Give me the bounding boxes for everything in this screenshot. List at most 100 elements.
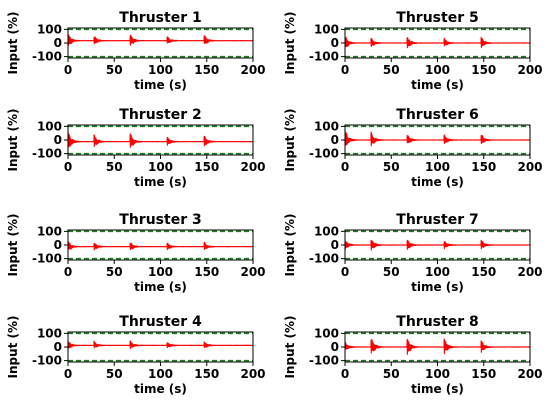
y-tick-label: 100: [37, 119, 62, 133]
x-tick-label: 150: [471, 367, 496, 381]
subplot-title: Thruster 2: [119, 107, 201, 123]
y-axis-label: Input (%): [283, 213, 297, 276]
x-tick-label: 100: [148, 63, 173, 77]
y-tick-label: -100: [32, 50, 62, 64]
y-tick-label: 100: [37, 22, 62, 36]
x-tick-label: 0: [64, 265, 72, 279]
subplot-title: Thruster 3: [119, 212, 201, 228]
x-tick-label: 0: [341, 367, 349, 381]
y-axis-label: Input (%): [6, 213, 20, 276]
y-tick-label: 100: [314, 22, 339, 36]
x-tick-label: 150: [471, 265, 496, 279]
x-tick-label: 200: [240, 265, 265, 279]
x-tick-label: 200: [517, 265, 542, 279]
x-tick-label: 200: [517, 367, 542, 381]
series-line: [67, 340, 254, 350]
y-tick-label: -100: [309, 50, 339, 64]
x-tick-label: 100: [148, 367, 173, 381]
x-tick-label: 0: [341, 160, 349, 174]
subplot-title: Thruster 6: [396, 107, 478, 123]
x-tick-label: 100: [425, 63, 450, 77]
series-line: [67, 132, 254, 148]
y-tick-label: -100: [309, 147, 339, 161]
y-tick-label: -100: [32, 252, 62, 266]
y-axis-label: Input (%): [6, 315, 20, 378]
x-tick-label: 200: [240, 160, 265, 174]
x-tick-label: 50: [383, 367, 400, 381]
subplot-title: Thruster 5: [396, 10, 478, 26]
y-axis-label: Input (%): [6, 11, 20, 74]
y-tick-label: 100: [37, 326, 62, 340]
y-tick-label: 0: [54, 238, 62, 252]
x-tick-label: 50: [106, 265, 123, 279]
x-axis-label: time (s): [411, 382, 464, 396]
x-tick-label: 0: [341, 265, 349, 279]
x-axis-label: time (s): [134, 78, 187, 92]
subplot-title: Thruster 7: [396, 212, 478, 228]
x-tick-label: 0: [64, 63, 72, 77]
y-tick-label: -100: [32, 354, 62, 368]
y-tick-label: 0: [331, 340, 339, 354]
x-tick-label: 200: [517, 160, 542, 174]
series-line: [344, 36, 531, 49]
y-axis-label: Input (%): [6, 108, 20, 171]
x-axis-label: time (s): [411, 280, 464, 294]
y-tick-label: 0: [54, 340, 62, 354]
y-tick-label: 100: [314, 119, 339, 133]
y-tick-label: 100: [314, 224, 339, 238]
x-tick-label: 50: [383, 265, 400, 279]
subplot-title: Thruster 4: [119, 314, 202, 330]
y-tick-label: 0: [54, 133, 62, 147]
x-tick-label: 50: [383, 63, 400, 77]
series-line: [344, 239, 531, 251]
x-tick-label: 150: [194, 63, 219, 77]
x-tick-label: 100: [148, 160, 173, 174]
x-tick-label: 150: [471, 160, 496, 174]
x-tick-label: 150: [194, 265, 219, 279]
y-tick-label: 0: [54, 36, 62, 50]
y-tick-label: -100: [309, 252, 339, 266]
x-tick-label: 50: [383, 160, 400, 174]
series-line: [344, 130, 531, 147]
y-tick-label: -100: [309, 354, 339, 368]
x-tick-label: 50: [106, 160, 123, 174]
x-tick-label: 150: [194, 367, 219, 381]
x-tick-label: 200: [517, 63, 542, 77]
x-axis-label: time (s): [411, 175, 464, 189]
x-tick-label: 200: [240, 367, 265, 381]
x-tick-label: 200: [240, 63, 265, 77]
x-tick-label: 100: [148, 265, 173, 279]
y-tick-label: 0: [331, 238, 339, 252]
x-tick-label: 0: [64, 367, 72, 381]
y-tick-label: 100: [37, 224, 62, 238]
series-line: [344, 338, 531, 355]
y-tick-label: 0: [331, 133, 339, 147]
x-tick-label: 150: [471, 63, 496, 77]
subplot-title: Thruster 1: [119, 10, 201, 26]
x-tick-label: 0: [341, 63, 349, 77]
y-tick-label: -100: [32, 147, 62, 161]
x-tick-label: 50: [106, 63, 123, 77]
y-tick-label: 100: [314, 326, 339, 340]
x-axis-label: time (s): [134, 175, 187, 189]
subplot-title: Thruster 8: [396, 314, 478, 330]
x-tick-label: 150: [194, 160, 219, 174]
x-axis-label: time (s): [411, 78, 464, 92]
y-axis-label: Input (%): [283, 108, 297, 171]
series-line: [67, 241, 254, 251]
y-axis-label: Input (%): [283, 11, 297, 74]
y-axis-label: Input (%): [283, 315, 297, 378]
x-tick-label: 100: [425, 367, 450, 381]
x-axis-label: time (s): [134, 382, 187, 396]
x-tick-label: 100: [425, 265, 450, 279]
series-line: [67, 34, 254, 47]
x-tick-label: 50: [106, 367, 123, 381]
x-tick-label: 0: [64, 160, 72, 174]
x-tick-label: 100: [425, 160, 450, 174]
x-axis-label: time (s): [134, 280, 187, 294]
